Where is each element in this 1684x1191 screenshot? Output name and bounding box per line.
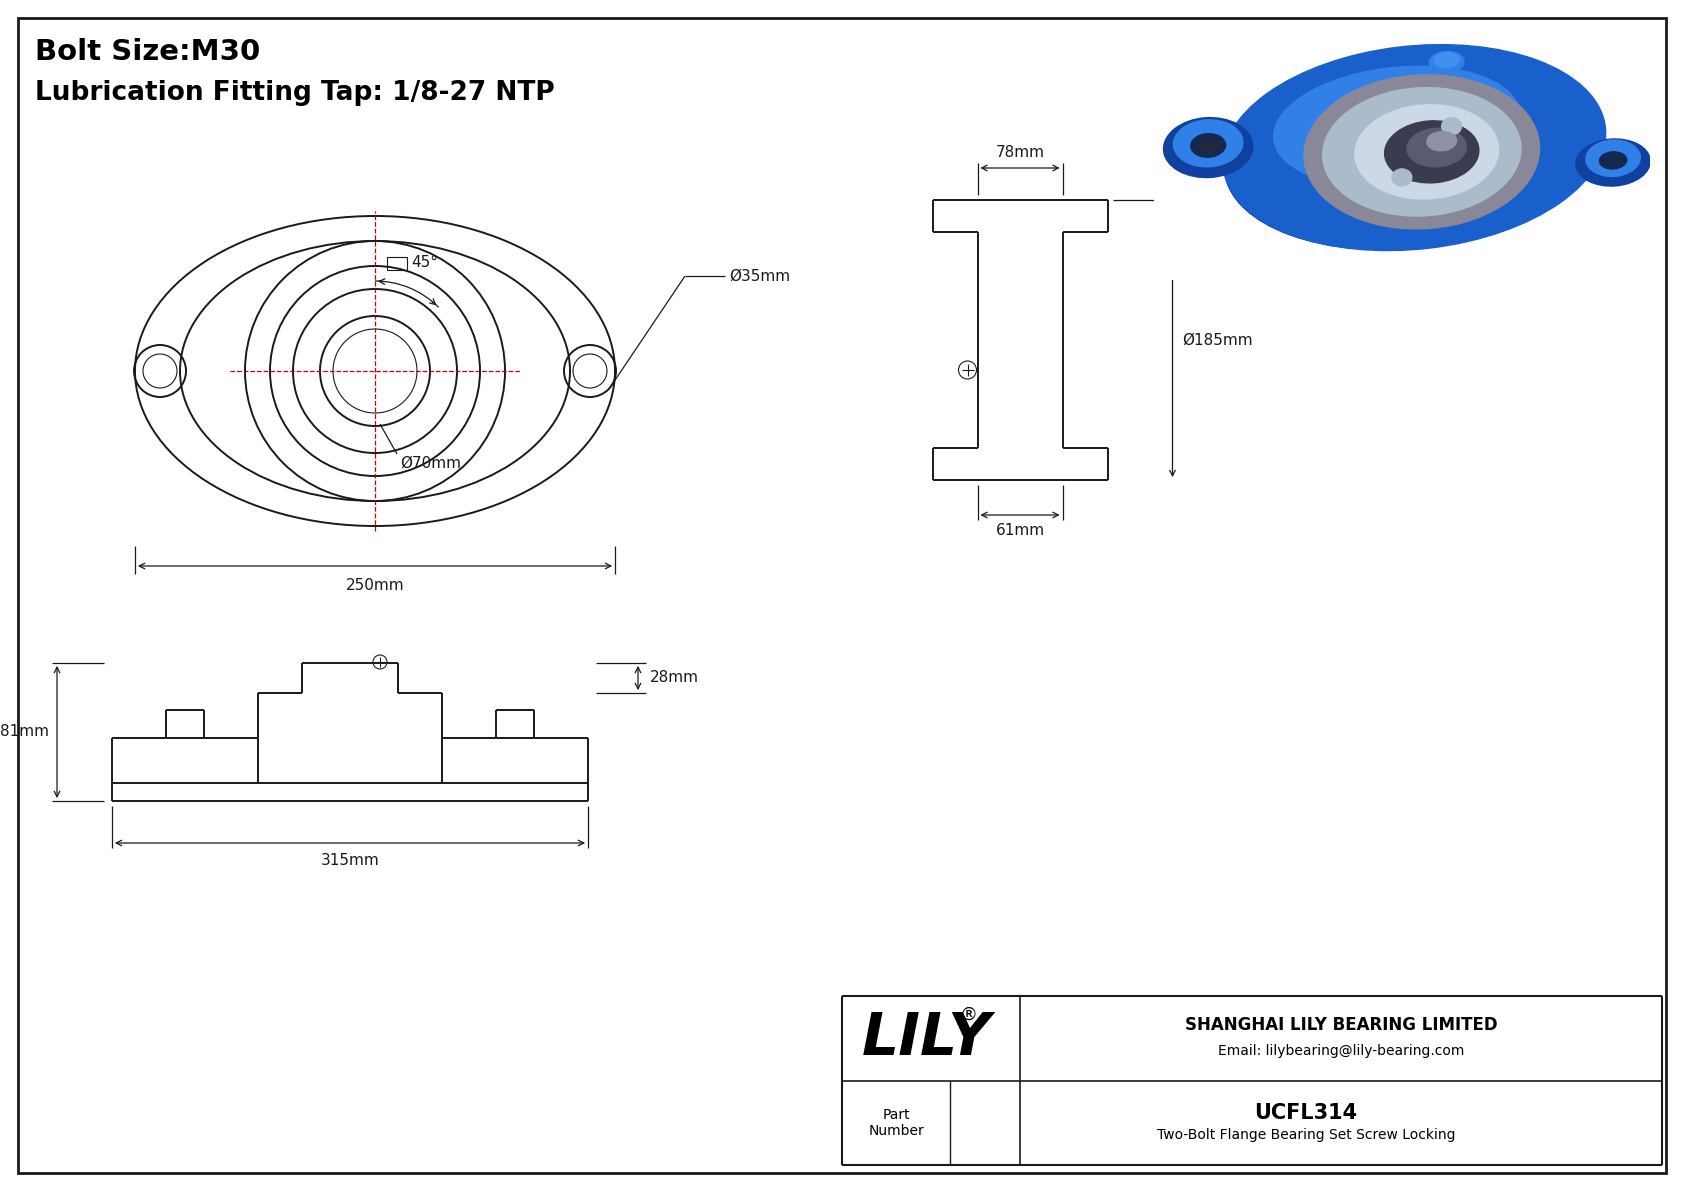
Ellipse shape xyxy=(1406,129,1467,167)
Text: Email: lilybearing@lily-bearing.com: Email: lilybearing@lily-bearing.com xyxy=(1218,1043,1463,1058)
Bar xyxy=(387,257,408,270)
Text: Bolt Size:M30: Bolt Size:M30 xyxy=(35,38,261,66)
Ellipse shape xyxy=(1174,120,1243,167)
Ellipse shape xyxy=(1322,88,1521,216)
Ellipse shape xyxy=(1435,52,1458,68)
Text: UCFL314: UCFL314 xyxy=(1255,1103,1357,1123)
Circle shape xyxy=(1393,169,1411,186)
Text: Lubrication Fitting Tap: 1/8-27 NTP: Lubrication Fitting Tap: 1/8-27 NTP xyxy=(35,80,554,106)
Ellipse shape xyxy=(1586,141,1640,176)
Text: SHANGHAI LILY BEARING LIMITED: SHANGHAI LILY BEARING LIMITED xyxy=(1184,1016,1497,1034)
Text: 45°: 45° xyxy=(411,255,438,270)
Ellipse shape xyxy=(1356,105,1499,199)
Text: Ø70mm: Ø70mm xyxy=(401,456,461,470)
Ellipse shape xyxy=(1426,131,1457,151)
Text: 250mm: 250mm xyxy=(345,578,404,593)
Ellipse shape xyxy=(1224,54,1595,250)
Text: Ø35mm: Ø35mm xyxy=(729,268,790,283)
Text: LILY: LILY xyxy=(861,1010,990,1067)
Text: Two-Bolt Flange Bearing Set Screw Locking: Two-Bolt Flange Bearing Set Screw Lockin… xyxy=(1157,1128,1455,1142)
Ellipse shape xyxy=(1600,151,1627,169)
Ellipse shape xyxy=(1273,67,1521,186)
Ellipse shape xyxy=(1384,120,1479,183)
Text: ®: ® xyxy=(960,1005,978,1023)
Ellipse shape xyxy=(1191,133,1226,157)
Text: 28mm: 28mm xyxy=(650,671,699,686)
Circle shape xyxy=(1442,118,1462,135)
Text: 78mm: 78mm xyxy=(995,145,1044,160)
Ellipse shape xyxy=(1223,44,1605,250)
Ellipse shape xyxy=(1164,118,1253,177)
Ellipse shape xyxy=(1303,75,1539,229)
Text: Ø185mm: Ø185mm xyxy=(1182,332,1253,348)
Text: 315mm: 315mm xyxy=(320,853,379,868)
Text: 81mm: 81mm xyxy=(0,724,49,740)
Text: Part
Number: Part Number xyxy=(869,1108,925,1139)
Ellipse shape xyxy=(1199,139,1218,152)
Text: 61mm: 61mm xyxy=(995,523,1044,538)
Ellipse shape xyxy=(1430,51,1463,73)
Ellipse shape xyxy=(1576,139,1650,186)
